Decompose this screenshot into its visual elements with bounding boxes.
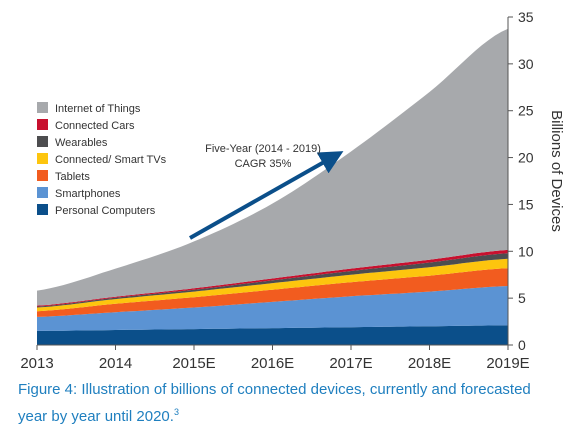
x-tick-label: 2014	[99, 355, 132, 372]
legend-label-personal-computers: Personal Computers	[55, 205, 156, 217]
growth-arrow	[189, 151, 344, 240]
legend-label-internet-of-things: Internet of Things	[55, 103, 141, 115]
y-tick-label: 10	[518, 243, 534, 259]
legend: Internet of Things Connected Cars Wearable…	[37, 102, 167, 217]
y-tick-label: 35	[518, 9, 534, 25]
y-tick-label: 5	[518, 290, 526, 306]
x-tick-label: 2017E	[329, 355, 372, 372]
y-tick-label: 0	[518, 337, 526, 353]
legend-swatch-internet-of-things	[37, 102, 48, 113]
legend-label-smartphones: Smartphones	[55, 188, 121, 200]
y-tick-label: 25	[518, 103, 534, 119]
x-tick-label: 2019E	[486, 355, 529, 372]
annotation-line2: CAGR 35%	[235, 158, 292, 170]
x-tick-label: 2013	[20, 355, 53, 372]
stacked-areas	[37, 28, 508, 345]
y-axis: 0 5 10 15 20 25 30 35 Billions of Devices	[507, 9, 565, 353]
area-tablets	[37, 268, 508, 317]
figure-caption: Figure 4: Illustration of billions of co…	[18, 378, 558, 428]
cagr-annotation: Five-Year (2014 - 2019) CAGR 35%	[189, 143, 344, 240]
y-tick-label: 30	[518, 56, 534, 72]
x-axis: 2013 2014 2015E 2016E 2017E 2018E 2019E	[20, 344, 530, 372]
x-tick-label: 2018E	[408, 355, 451, 372]
legend-swatch-tablets	[37, 170, 48, 181]
legend-label-wearables: Wearables	[55, 137, 108, 149]
legend-swatch-smartphones	[37, 187, 48, 198]
area-internet-of-things	[37, 28, 508, 306]
legend-label-connected-cars: Connected Cars	[55, 120, 135, 132]
legend-swatch-connected-smart-tvs	[37, 153, 48, 164]
connected-devices-chart: 2013 2014 2015E 2016E 2017E 2018E 2019E 0 5 10 15…	[20, 9, 565, 372]
caption-text: Figure 4: Illustration of billions of co…	[18, 381, 531, 425]
y-tick-label: 20	[518, 150, 534, 166]
area-connected-cars	[37, 249, 508, 307]
legend-label-tablets: Tablets	[55, 171, 90, 183]
legend-swatch-personal-computers	[37, 204, 48, 215]
x-tick-label: 2015E	[172, 355, 215, 372]
x-tick-label: 2016E	[251, 355, 294, 372]
annotation-line1: Five-Year (2014 - 2019)	[205, 143, 321, 155]
area-connected-smart-tvs	[37, 258, 508, 312]
caption-footnote-ref: 3	[173, 407, 179, 417]
area-smartphones	[37, 286, 508, 331]
area-personal-computers	[37, 325, 508, 345]
area-wearables	[37, 253, 508, 308]
legend-label-connected-smart-tvs: Connected/ Smart TVs	[55, 154, 167, 166]
y-axis-label: Billions of Devices	[548, 110, 565, 232]
y-tick-label: 15	[518, 196, 534, 212]
legend-swatch-wearables	[37, 136, 48, 147]
legend-swatch-connected-cars	[37, 119, 48, 130]
